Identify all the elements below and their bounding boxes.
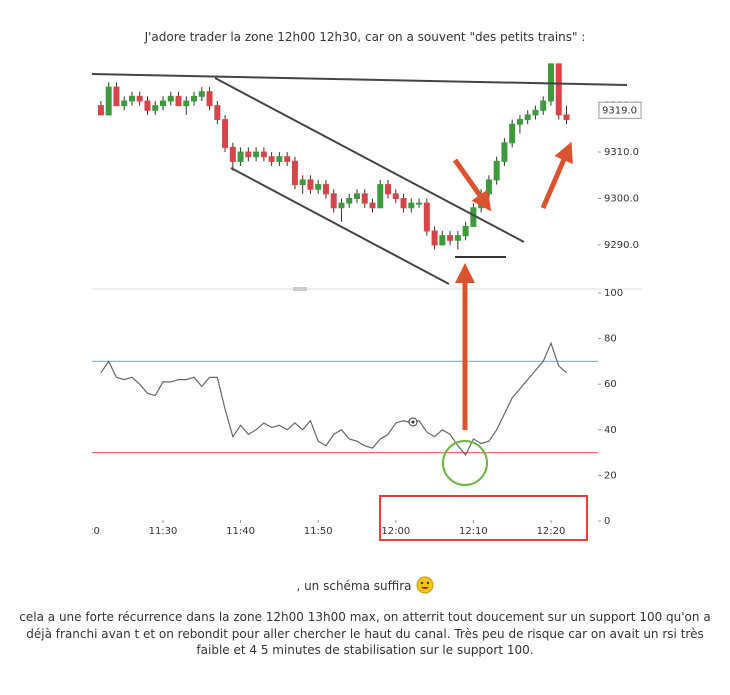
arrow (452, 158, 492, 212)
candle-body (307, 179, 314, 190)
candle-body (299, 179, 306, 186)
y-tick-label: 0 (604, 516, 610, 527)
channel-bottom (230, 167, 450, 285)
arrow (540, 141, 573, 209)
x-tick-label: 11:50 (304, 526, 333, 537)
candle-body (276, 156, 283, 162)
candle-body (152, 105, 159, 111)
panel-handle (293, 287, 307, 291)
paragraph: cela a une forte récurrence dans la zone… (10, 609, 720, 659)
candle-body (385, 184, 392, 195)
candle-body (493, 160, 500, 181)
y-tick-label: 9310.0 (604, 147, 639, 158)
candle-body (136, 95, 143, 102)
y-tick-label: 80 (604, 334, 617, 345)
emoji (416, 576, 434, 594)
candle-body (291, 160, 298, 186)
x-tick-label: 11:40 (226, 526, 255, 537)
candle-body (338, 202, 345, 209)
paragraph-line: faible et 4 5 minutes de stabilisation s… (196, 643, 534, 657)
candle-body (540, 100, 547, 111)
candle-body (416, 202, 423, 205)
candle-body (183, 100, 190, 107)
x-tick-label: 12:20 (537, 526, 566, 537)
candle-body (222, 119, 229, 148)
candle-body (268, 156, 275, 162)
paragraph-line: cela a une forte récurrence dans la zone… (19, 610, 711, 624)
candle-body (159, 100, 166, 107)
candle-body (198, 91, 205, 97)
y-tick-label: 9300.0 (604, 194, 639, 205)
annotations (91, 73, 628, 541)
candle-body (97, 105, 104, 116)
candle-body (454, 235, 461, 241)
candle-body (485, 179, 492, 195)
y-tick-label: 20 (604, 470, 617, 481)
candle-body (532, 109, 539, 116)
candle-body (121, 100, 128, 107)
candle-body (206, 91, 213, 107)
candle-body (447, 235, 454, 241)
candle-body (128, 95, 135, 102)
candle-body (284, 156, 291, 162)
candle-body (144, 100, 151, 111)
candle-body (315, 184, 322, 190)
candle-body (322, 184, 329, 195)
candle-body (516, 119, 523, 125)
candle-body (377, 184, 384, 209)
candle-body (462, 225, 469, 237)
candle-body (361, 193, 368, 204)
candle-body (524, 114, 531, 121)
candle-body (175, 95, 182, 107)
candle-body (439, 235, 446, 246)
x-tick-label: 12:10 (459, 526, 488, 537)
candle-body (431, 230, 438, 246)
channel-top (214, 77, 525, 243)
candle-body (392, 193, 399, 200)
candle-body (191, 95, 198, 102)
candle-body (260, 151, 267, 158)
last-price-box (598, 101, 642, 119)
highlight-circle (442, 440, 488, 486)
candle-body (346, 198, 353, 204)
candle-body (245, 151, 252, 158)
candle-body (253, 151, 260, 158)
candle-body (237, 151, 244, 162)
candle-body (369, 202, 376, 209)
y-tick-label: 9290.0 (604, 240, 639, 251)
candle-body (501, 142, 508, 162)
candle-body (229, 146, 236, 162)
y-tick-label: 40 (604, 425, 617, 436)
candle-body (214, 105, 221, 121)
x-tick-label: 11:30 (149, 526, 178, 537)
y-tick-label: 100 (604, 288, 623, 299)
candle-body (400, 198, 407, 209)
candle-body (113, 86, 120, 107)
caption: , un schéma suffira (0, 576, 730, 594)
paragraph-line: déjà franchi avan t et on rebondit pour … (26, 626, 704, 641)
chart: 11:20 11:30 11:40 11:50 12:00 12:10 12:20 9290… (71, 62, 643, 541)
candle-body (509, 123, 516, 144)
marker-dot (411, 420, 415, 424)
candle-body (105, 86, 112, 116)
candle-body (555, 63, 562, 116)
candle-body (563, 114, 570, 121)
caption-text: , un schéma suffira (296, 579, 412, 593)
rsi-line (100, 341, 567, 456)
candle-body (423, 202, 430, 232)
candle-body (353, 193, 360, 200)
highlight-box (379, 495, 588, 541)
y-tick-label: 60 (604, 379, 617, 390)
resistance-line (91, 73, 628, 86)
intro-text: J'adore trader la zone 12h00 12h30, car … (144, 30, 586, 44)
candle-body (408, 202, 415, 209)
candle-body (330, 193, 337, 209)
chart-background (92, 62, 643, 540)
last-price-label: 9319.0 (602, 105, 637, 116)
x-tick-label: 12:00 (381, 526, 410, 537)
x-tick-label: 11:20 (71, 526, 100, 537)
candle-body (167, 95, 174, 102)
